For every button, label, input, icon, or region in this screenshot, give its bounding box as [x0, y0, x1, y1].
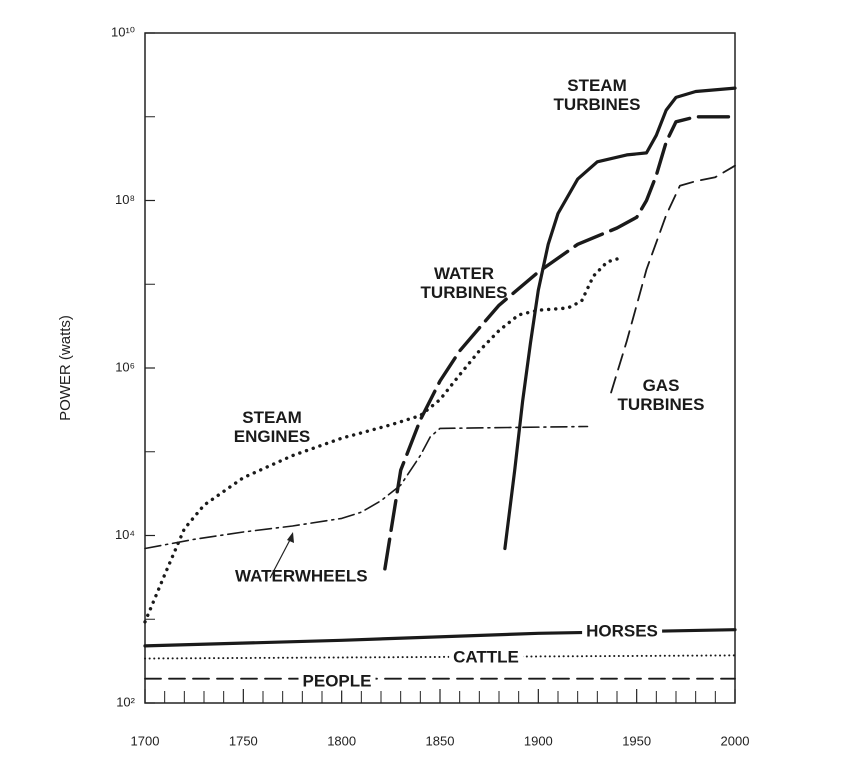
y-tick-label: 10¹⁰ — [111, 24, 135, 39]
series-label: HORSES — [582, 621, 662, 641]
series-label: CATTLE — [449, 647, 523, 667]
x-tick-label: 1900 — [524, 733, 553, 748]
series-line — [143, 628, 737, 648]
x-tick-label: 1800 — [327, 733, 356, 748]
y-tick-label: 10⁶ — [115, 359, 135, 374]
series-line — [503, 86, 737, 551]
series-line — [144, 425, 589, 550]
series-line — [383, 115, 737, 571]
x-tick-label: 1750 — [229, 733, 258, 748]
plot-frame — [144, 32, 736, 704]
y-tick-label: 10⁴ — [115, 527, 135, 542]
x-tick-label: 1850 — [426, 733, 455, 748]
y-tick-label: 10² — [116, 694, 135, 709]
x-tick-label: 2000 — [721, 733, 750, 748]
series-label: STEAM ENGINES — [233, 408, 311, 446]
series-line — [143, 257, 619, 624]
series-label: WATERWHEELS — [235, 566, 368, 586]
x-tick-label: 1950 — [622, 733, 651, 748]
series-line — [610, 164, 736, 394]
series-label: STEAM TURBINES — [553, 76, 641, 114]
series-line — [144, 654, 736, 660]
y-tick-label: 10⁸ — [115, 192, 135, 207]
y-axis-label: POWER (watts) — [57, 315, 74, 421]
series-label: WATER TURBINES — [420, 264, 508, 302]
series-label: PEOPLE — [298, 671, 376, 691]
arrow-head — [287, 532, 294, 543]
series-label: GAS TURBINES — [617, 376, 705, 414]
annotation-arrow — [269, 535, 293, 579]
x-tick-label: 1700 — [131, 733, 160, 748]
